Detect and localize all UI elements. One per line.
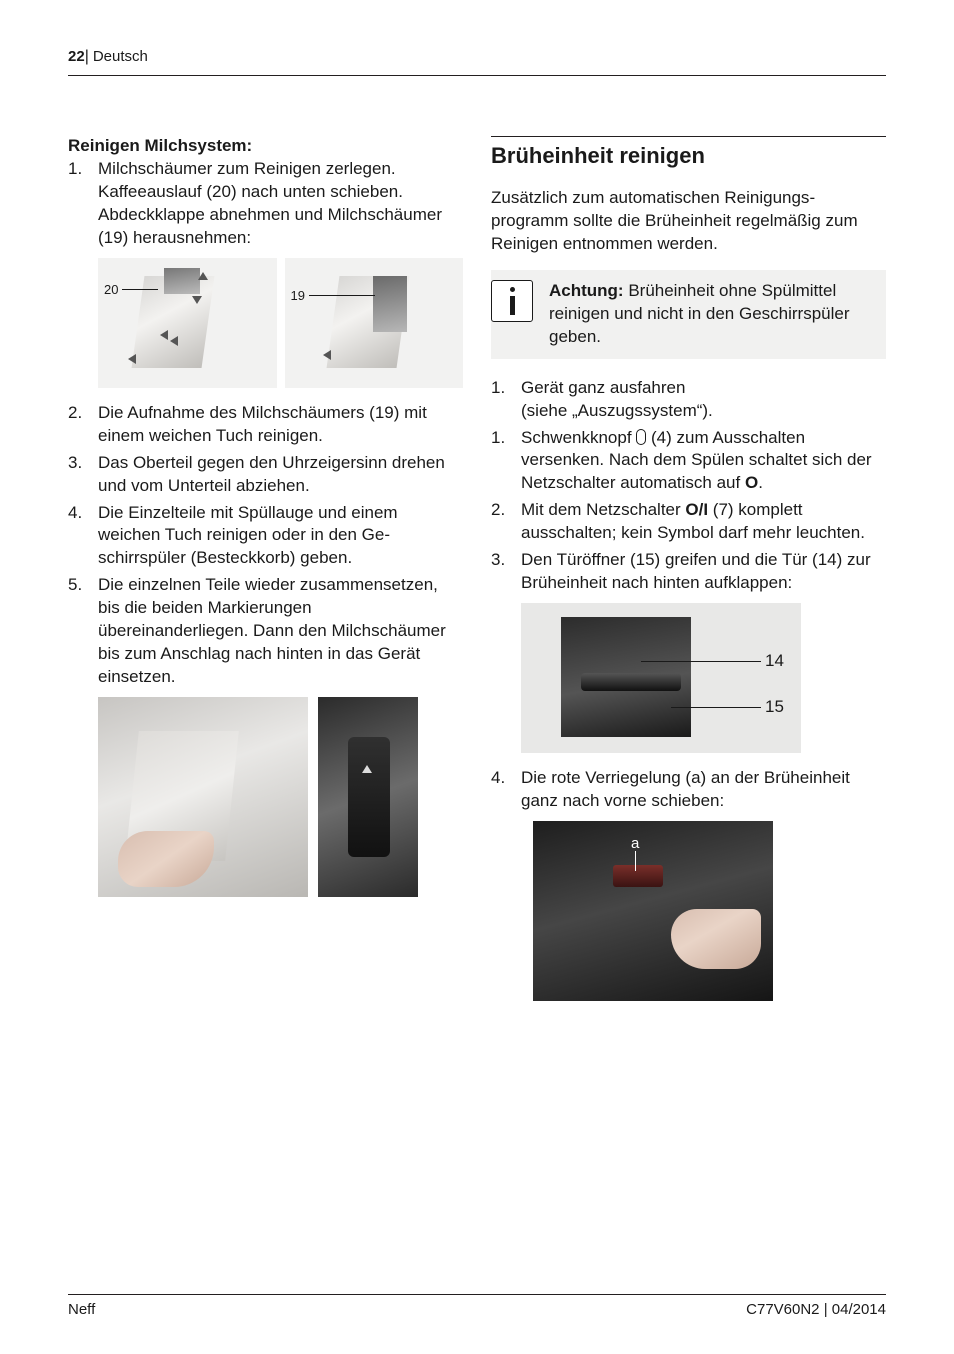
footer-right: C77V60N2 | 04/2014 [746,1301,886,1318]
callout-14: 14 [765,651,784,671]
left-step-4: Die Einzelteile mit Spüllauge und einem … [68,502,463,571]
knob-icon [636,429,646,445]
info-text: Achtung: Brüheinheit ohne Spül­mittel re… [549,280,876,349]
right-step-2: Mit dem Netzschalter O/I (7) komplett au… [491,499,886,545]
right-steps-b: Die rote Verriegelung (a) an der Brüh­ei… [491,767,886,813]
left-step-5: Die einzelnen Teile wieder zusammen­setz… [68,574,463,689]
callout-a: a [631,835,639,852]
callout-20-text: 20 [104,282,118,297]
left-step-2: Die Aufnahme des Milchschäumers (19) mit… [68,402,463,448]
section-title: Brüheinheit reinigen [491,136,886,169]
photo-large [98,697,308,897]
info-icon [491,280,533,322]
figure-photo [98,697,418,897]
right-step-3: Den Türöffner (15) greifen und die Tür (… [491,549,886,595]
photo-small [318,697,418,897]
page-number: 22 [68,48,85,65]
right-step-4: Die rote Verriegelung (a) an der Brüh­ei… [491,767,886,813]
right-column: Brüheinheit reinigen Zusätzlich zum auto… [491,136,886,1015]
footer-model: C77V60N2 [746,1301,819,1318]
figure-1a: 20 [98,258,277,388]
content-columns: Reinigen Milchsystem: Milchschäumer zum … [68,136,886,1015]
left-steps-b: Die Aufnahme des Milchschäumers (19) mit… [68,402,463,689]
page: 22 | Deutsch Reinigen Milchsystem: Milch… [0,0,954,1354]
header-bar: 22 | Deutsch [68,48,886,76]
callout-20: 20 [104,282,158,297]
language-label: Deutsch [93,48,148,65]
footer-brand: Neff [68,1301,95,1318]
right-step-1b: Schwenkknopf (4) zum Ausschalten versenk… [491,427,886,496]
info-label: Achtung: [549,281,624,300]
figure-red-lock: a [533,821,773,1001]
right-intro: Zusätzlich zum automatischen Reinigungs­… [491,187,886,256]
footer: Neff C77V60N2 | 04/2014 [68,1294,886,1318]
figure-door-open: 14 15 [521,603,801,753]
left-step-3: Das Oberteil gegen den Uhrzeigersinn dre… [68,452,463,498]
callout-19: 19 [291,288,375,303]
header-separator: | [85,48,89,66]
right-step-1: Gerät ganz ausfahren (siehe „Auszugssyst… [491,377,886,423]
figure-milk-frother-remove: 20 19 [98,258,463,388]
info-callout: Achtung: Brüheinheit ohne Spül­mittel re… [491,270,886,359]
figure-milk-frother-assemble [98,697,463,897]
footer-sep: | [820,1301,832,1318]
left-step-1: Milchschäumer zum Reinigen zerlegen. Kaf… [68,158,463,250]
callout-15: 15 [765,697,784,717]
left-steps-a: Milchschäumer zum Reinigen zerlegen. Kaf… [68,158,463,250]
left-step-1-text: Milchschäumer zum Reinigen zerlegen. Kaf… [98,159,442,247]
left-column: Reinigen Milchsystem: Milchschäumer zum … [68,136,463,1015]
left-lead: Reinigen Milchsystem: [68,136,463,156]
figure-1b: 19 [285,258,464,388]
footer-date: 04/2014 [832,1301,886,1318]
right-steps-a: Gerät ganz ausfahren (siehe „Auszugssyst… [491,377,886,595]
callout-19-text: 19 [291,288,305,303]
